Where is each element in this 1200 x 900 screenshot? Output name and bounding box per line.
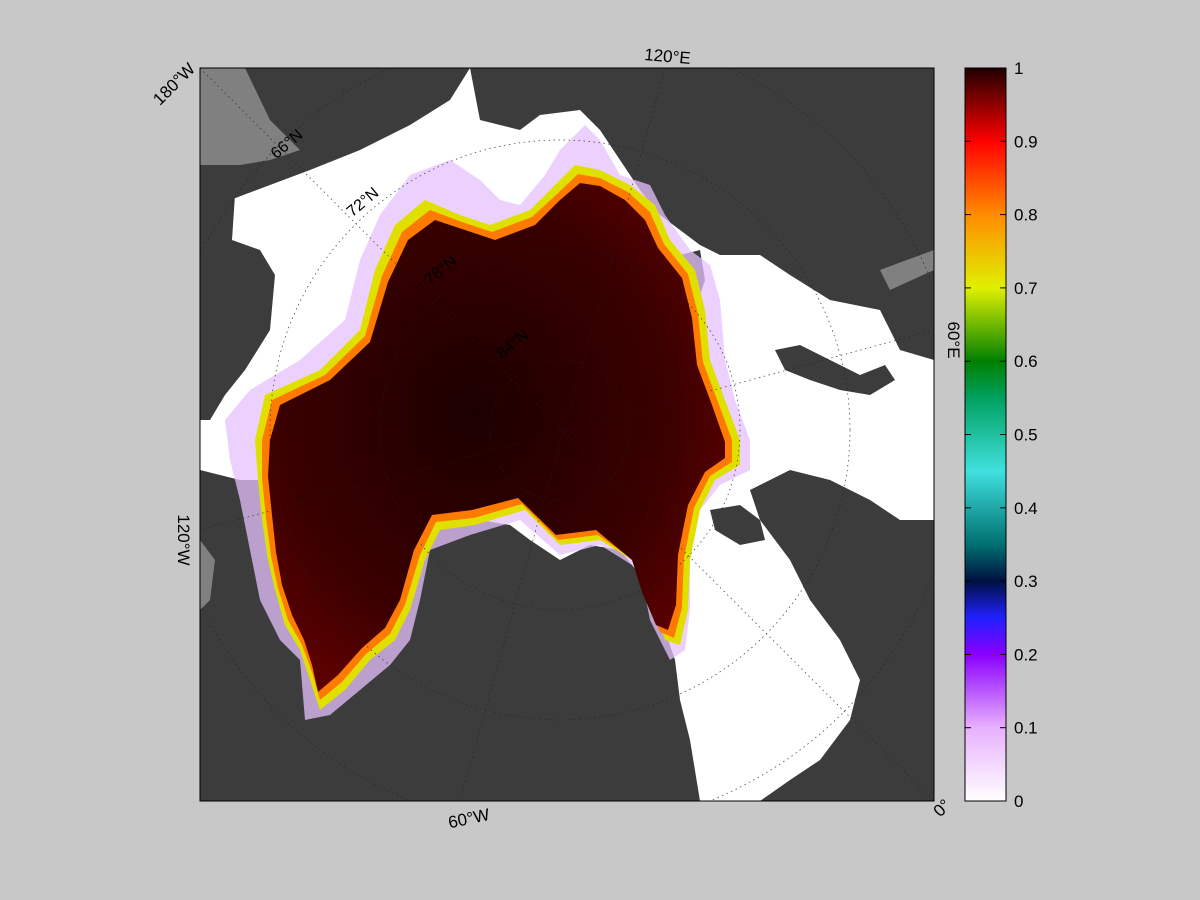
- colorbar-tick-label: 0.6: [1014, 352, 1038, 371]
- colorbar-tick-label: 0.4: [1014, 499, 1038, 518]
- sea-ice: [225, 125, 750, 720]
- colorbar-gradient: [965, 68, 1006, 801]
- colorbar: 0 0.1 0.2 0.3 0.4 0.5 0.6 0.7 0.8 0.9 1: [964, 59, 1038, 811]
- masked-land-chukotka: [200, 68, 300, 165]
- colorbar-tick-label: 0.9: [1014, 132, 1038, 151]
- land-svalbard: [710, 505, 765, 545]
- lon-label-60w: 60°W: [446, 805, 491, 832]
- colorbar-tick-label: 0.7: [1014, 279, 1038, 298]
- map-frame: [199, 67, 935, 802]
- parallel-78n: [379, 249, 741, 611]
- parallel-84n: [489, 359, 631, 501]
- colorbar-tick-label: 0.1: [1014, 719, 1038, 738]
- land-masses: [200, 68, 934, 801]
- land-novaya-zemlya: [775, 345, 895, 395]
- land-alaska-west: [200, 195, 275, 420]
- colorbar-tick-label: 0.3: [1014, 572, 1038, 591]
- colorbar-tick-label: 1: [1014, 59, 1023, 78]
- colorbar-tick-label: 0.5: [1014, 426, 1038, 445]
- lon-label-120e: 120°E: [643, 45, 691, 68]
- colorbar-tick-label: 0: [1014, 792, 1023, 811]
- land-siberia: [470, 68, 934, 360]
- lon-label-120w: 120°W: [174, 514, 193, 565]
- parallel-72n: [269, 139, 851, 721]
- land-scandinavia: [750, 470, 934, 801]
- masked-land-west: [200, 540, 215, 610]
- lon-label-60e: 60°E: [944, 321, 963, 358]
- colorbar-tick-label: 0.8: [1014, 206, 1038, 225]
- masked-land-east: [880, 250, 934, 290]
- meridian-120e-60w: [459, 68, 666, 801]
- meridian-60e-120w: [200, 329, 934, 531]
- colorbar-ticks: 0 0.1 0.2 0.3 0.4 0.5 0.6 0.7 0.8 0.9 1: [965, 59, 1038, 811]
- land-greenland: [470, 560, 690, 801]
- colorbar-tick-label: 0.2: [1014, 645, 1038, 664]
- map-plot-area: [199, 67, 935, 802]
- graticule: [200, 68, 934, 801]
- land-alaska: [200, 68, 470, 205]
- lon-label-180w: 180°W: [149, 59, 199, 109]
- masked-land: [200, 68, 934, 610]
- ice-pack-high: [268, 183, 725, 692]
